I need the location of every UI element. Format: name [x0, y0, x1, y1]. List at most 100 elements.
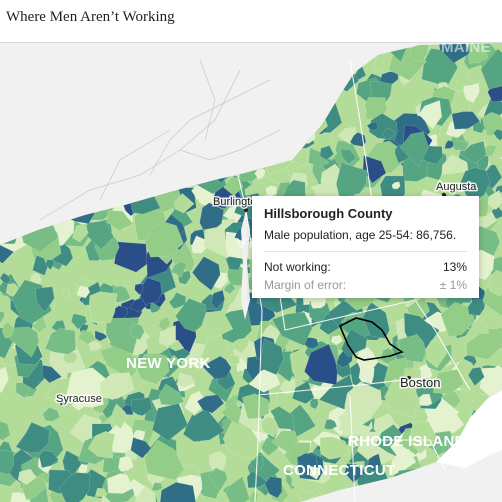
county-cell[interactable] — [227, 354, 241, 366]
county-cell[interactable] — [480, 48, 502, 90]
county-cell[interactable] — [330, 335, 343, 346]
county-cell[interactable] — [335, 162, 368, 199]
county-cell[interactable] — [87, 431, 116, 459]
county-cell[interactable] — [398, 334, 426, 363]
county-cell[interactable] — [418, 100, 442, 130]
county-cell[interactable] — [0, 419, 11, 441]
county-cell[interactable] — [366, 121, 379, 131]
county-cell[interactable] — [323, 418, 338, 430]
county-cell[interactable] — [208, 450, 227, 471]
county-cell[interactable] — [88, 340, 102, 351]
county-cell[interactable] — [15, 422, 50, 454]
county-cell[interactable] — [192, 256, 221, 291]
county-cell[interactable] — [265, 185, 277, 197]
county-cell[interactable] — [118, 456, 134, 472]
county-cell[interactable] — [150, 302, 162, 314]
county-cell[interactable] — [467, 298, 485, 316]
county-cell[interactable] — [88, 291, 118, 324]
county-cell[interactable] — [58, 472, 91, 502]
county-cell[interactable] — [0, 311, 6, 323]
county-cell[interactable] — [200, 310, 234, 339]
county-cell[interactable] — [215, 491, 230, 502]
county-cell[interactable] — [70, 313, 88, 330]
county-cell[interactable] — [460, 140, 487, 164]
county-cell[interactable] — [211, 289, 225, 310]
county-cell[interactable] — [170, 261, 187, 279]
county-cell[interactable] — [488, 270, 502, 297]
county-cell[interactable] — [38, 450, 59, 469]
county-cell[interactable] — [144, 439, 185, 481]
county-cell[interactable] — [232, 337, 249, 354]
county-cell[interactable] — [174, 193, 195, 214]
county-cell[interactable] — [169, 354, 181, 366]
county-cell[interactable] — [0, 450, 15, 475]
county-cell[interactable] — [129, 297, 147, 313]
county-cell[interactable] — [444, 140, 454, 149]
county-cell[interactable] — [168, 292, 187, 309]
county-cell[interactable] — [487, 190, 502, 210]
county-cell[interactable] — [65, 367, 108, 409]
county-cell[interactable] — [451, 111, 481, 130]
county-cell[interactable] — [130, 396, 153, 417]
county-cell[interactable] — [309, 398, 319, 410]
county-cell[interactable] — [222, 419, 264, 461]
county-cell[interactable] — [130, 437, 152, 459]
county-cell[interactable] — [384, 377, 421, 418]
county-cell[interactable] — [76, 285, 91, 299]
county-cell[interactable] — [17, 468, 37, 485]
county-cell[interactable] — [99, 372, 135, 400]
county-cell[interactable] — [254, 166, 266, 180]
county-cell[interactable] — [176, 372, 196, 388]
county-cell[interactable] — [35, 286, 55, 313]
county-cell[interactable] — [344, 381, 382, 420]
county-cell[interactable] — [94, 330, 109, 342]
county-cell[interactable] — [196, 394, 225, 414]
county-cell[interactable] — [158, 324, 176, 348]
county-cell[interactable] — [9, 326, 40, 358]
county-cell[interactable] — [358, 366, 375, 384]
county-cell[interactable] — [106, 209, 134, 232]
county-cell[interactable] — [112, 403, 128, 430]
county-cell[interactable] — [223, 282, 236, 295]
county-cell[interactable] — [105, 317, 140, 355]
county-cell[interactable] — [42, 406, 60, 422]
county-cell[interactable] — [144, 221, 184, 258]
county-cell[interactable] — [242, 393, 270, 420]
county-cell[interactable] — [134, 282, 144, 296]
county-cell[interactable] — [128, 324, 145, 341]
county-cell[interactable] — [222, 476, 251, 502]
county-cell[interactable] — [106, 473, 134, 494]
county-cell[interactable] — [291, 380, 315, 405]
county-cell[interactable] — [309, 465, 320, 480]
county-cell[interactable] — [32, 255, 48, 276]
county-cell[interactable] — [0, 272, 11, 284]
county-cell[interactable] — [202, 355, 232, 380]
county-cell[interactable] — [175, 298, 207, 332]
county-cell[interactable] — [220, 402, 242, 425]
county-cell[interactable] — [152, 403, 189, 441]
county-cell[interactable] — [341, 328, 368, 358]
county-cell[interactable] — [391, 448, 417, 476]
county-cell[interactable] — [42, 364, 63, 384]
county-cell[interactable] — [467, 366, 485, 387]
county-cell[interactable] — [182, 408, 225, 442]
county-cell[interactable] — [271, 430, 299, 453]
county-cell[interactable] — [468, 43, 489, 64]
county-cell[interactable] — [382, 127, 395, 140]
county-cell[interactable] — [184, 390, 207, 415]
county-cell[interactable] — [249, 490, 259, 502]
county-cell[interactable] — [459, 167, 491, 204]
county-cell[interactable] — [61, 287, 71, 300]
county-cell[interactable] — [208, 467, 228, 492]
county-cell[interactable] — [279, 379, 297, 395]
county-cell[interactable] — [304, 343, 338, 385]
county-cell[interactable] — [135, 351, 170, 385]
county-cell[interactable] — [432, 369, 464, 395]
county-cell[interactable] — [44, 328, 76, 355]
county-cell[interactable] — [45, 259, 55, 271]
county-cell[interactable] — [403, 368, 422, 394]
county-cell[interactable] — [425, 340, 448, 369]
county-cell[interactable] — [246, 470, 269, 489]
county-cell[interactable] — [199, 202, 225, 231]
county-cell[interactable] — [77, 330, 96, 345]
